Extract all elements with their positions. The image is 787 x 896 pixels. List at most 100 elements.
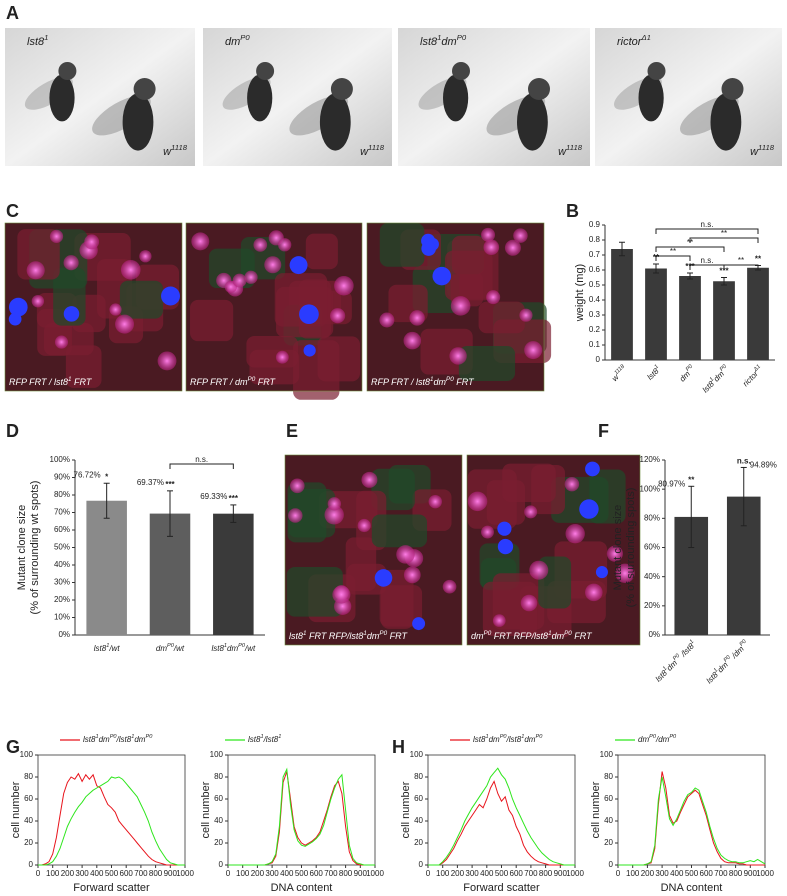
text-segment: 1 [106, 643, 109, 649]
text-segment: FRT RFP/lst8 [491, 631, 548, 641]
nucleus [606, 545, 623, 562]
y-tick-label: 20 [414, 838, 423, 847]
cell-patch [458, 345, 516, 382]
nucleus [486, 290, 501, 305]
text-segment: 1 [278, 734, 281, 740]
cell-patch [286, 566, 343, 617]
bracket [723, 264, 759, 270]
text-segment: 1118 [171, 143, 188, 152]
text-segment: FRT [387, 631, 408, 641]
y-tick-label: 100 [600, 750, 614, 759]
nucleus [595, 566, 608, 579]
value-label: 80.97% [658, 479, 685, 488]
nucleus [324, 505, 344, 525]
y-tick-label: 20% [644, 601, 660, 610]
legend-label: lst81dmP0/lst81dmP0 [473, 734, 543, 744]
y-tick-label: 0.8 [589, 235, 601, 244]
nucleus [244, 270, 258, 284]
text-segment: lst8 [473, 735, 486, 744]
significance-label: *** [229, 494, 239, 503]
significance-label: ** [688, 475, 695, 484]
fly-head [58, 62, 77, 80]
cell-patch [379, 585, 423, 627]
x-tick-label: 1000 [366, 869, 384, 878]
text-segment: P0 [564, 630, 572, 637]
y-tick-label: 60 [414, 794, 423, 803]
y-tick-label: 80% [644, 513, 660, 522]
x-tick-label: 800 [339, 869, 353, 878]
nucleus [432, 266, 452, 286]
y-tick-label: 0.2 [589, 325, 601, 334]
photo-label: w1118 [558, 143, 583, 158]
image-caption: lst81 FRT RFP/lst81dmP0 FRT [289, 630, 408, 641]
significance-label: *** [719, 267, 729, 276]
photo-label: w1118 [360, 143, 385, 158]
y-tick-label: 0% [58, 630, 70, 639]
text-segment: 1 [430, 376, 434, 383]
bar [645, 268, 667, 360]
text-segment: w [558, 146, 567, 158]
nucleus [579, 499, 599, 519]
x-tick-label: lst81dmP0 [700, 363, 731, 394]
y-tick-label: 40% [644, 572, 660, 581]
y-tick-label: 20 [604, 838, 613, 847]
photo-label: lst81 [27, 33, 48, 48]
x-tick-label: 700 [714, 869, 728, 878]
x-tick-label: 800 [539, 869, 553, 878]
nucleus [327, 497, 342, 511]
y-tick-label: 0.1 [589, 340, 601, 349]
nucleus [8, 312, 22, 326]
y-tick-label: 0 [219, 860, 224, 869]
nucleus [289, 478, 305, 494]
x-tick-label: 900 [354, 869, 368, 878]
y-tick-label: 40% [54, 560, 70, 569]
y-tick-label: 0 [596, 355, 601, 364]
x-tick-label: 400 [480, 869, 494, 878]
text-segment: P0 [240, 33, 250, 42]
bracket [655, 228, 759, 234]
nucleus [585, 461, 600, 477]
y-tick-label: 0.4 [589, 295, 601, 304]
cell-patch [451, 235, 485, 275]
text-segment: /lst8 [263, 735, 279, 744]
text-segment: dm [227, 644, 238, 653]
nucleus [450, 296, 471, 316]
image-frame [185, 222, 363, 392]
y-tick-label: 80 [414, 772, 423, 781]
nucleus [191, 232, 210, 251]
nucleus [442, 579, 457, 594]
bar [86, 500, 127, 635]
series-line [428, 780, 575, 866]
nucleus [157, 351, 177, 371]
text-segment: 1 [485, 734, 488, 740]
image-frame [466, 454, 641, 646]
text-segment: Δ1 [640, 33, 650, 42]
text-segment: dm [471, 631, 484, 641]
x-tick-label: 400 [670, 869, 684, 878]
photo-label: w1118 [163, 143, 188, 158]
y-tick-label: 40 [604, 816, 613, 825]
image-frame [284, 454, 463, 646]
nucleus [374, 569, 393, 587]
y-axis-title: weight (mg) [574, 264, 586, 322]
x-tick-label: 700 [524, 869, 538, 878]
value-label: 69.37% [137, 478, 164, 487]
bracket [655, 255, 691, 261]
text-segment: 1 [662, 666, 668, 672]
y-tick-label: 40 [24, 816, 33, 825]
value-label: 94.89% [750, 461, 777, 470]
fly-head [528, 78, 550, 100]
plot-frame [617, 754, 766, 866]
text-segment: dm [552, 631, 565, 641]
text-segment: P0 [669, 734, 677, 740]
text-segment: /wt [108, 644, 120, 653]
y-tick-label: 30% [54, 578, 70, 587]
y-tick-label: 0.9 [589, 220, 601, 229]
text-segment: dm [367, 631, 380, 641]
x-tick-label: 500 [685, 869, 699, 878]
fly-body [638, 74, 664, 122]
text-segment: /wt [244, 644, 256, 653]
series-line [228, 771, 375, 866]
x-axis-title: Forward scatter [73, 882, 150, 894]
text-segment: P0 [685, 363, 695, 373]
